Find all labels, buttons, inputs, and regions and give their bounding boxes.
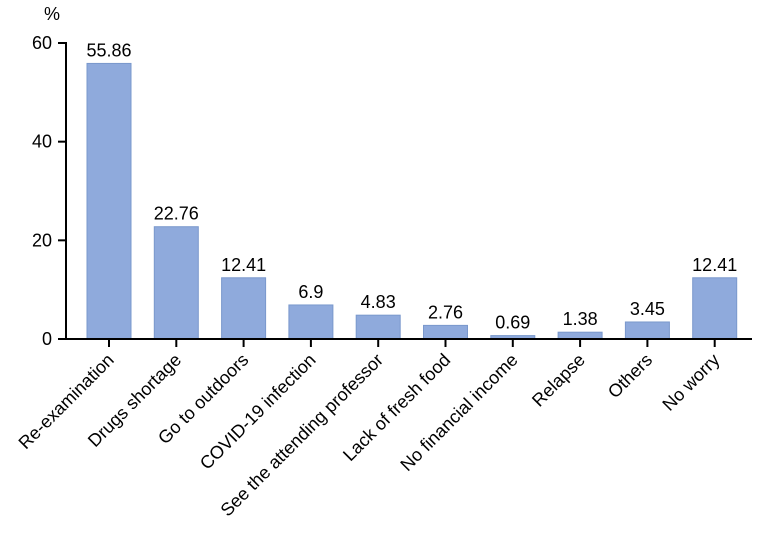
data-label: 3.45 [630, 299, 665, 319]
y-axis-unit-label: % [44, 4, 60, 24]
bar [288, 304, 334, 340]
bar [355, 314, 401, 340]
data-label: 1.38 [563, 309, 598, 329]
y-tick-label: 20 [32, 230, 52, 250]
bar [624, 321, 670, 340]
x-tick-label: Relapse [528, 350, 589, 411]
y-tick-label: 0 [42, 329, 52, 349]
y-tick-label: 40 [32, 132, 52, 152]
y-axis-ticks: 0 20 40 60 [32, 33, 66, 349]
bar [153, 226, 199, 340]
bars-group [86, 62, 738, 340]
data-label: 12.41 [221, 255, 266, 275]
data-label: 4.83 [361, 292, 396, 312]
data-label: 55.86 [86, 40, 131, 60]
bar [423, 324, 468, 340]
bar [557, 331, 603, 340]
data-labels-group: 55.86 22.76 12.41 6.9 4.83 2.76 0.69 1.38 3.45 12… [86, 40, 737, 332]
bar [221, 277, 267, 340]
data-label: 22.76 [154, 204, 199, 224]
bar [692, 277, 738, 340]
bar [86, 62, 132, 340]
data-label: 12.41 [692, 255, 737, 275]
data-label: 2.76 [428, 302, 463, 322]
x-tick-label: Others [604, 350, 656, 402]
y-tick-label: 60 [32, 33, 52, 53]
data-label: 0.69 [495, 313, 530, 333]
x-tick-label: No worry [658, 350, 723, 415]
x-tick-label: No financial income [396, 350, 521, 475]
data-label: 6.9 [298, 282, 323, 302]
x-tick-label: COVID-19 infection [196, 350, 320, 474]
